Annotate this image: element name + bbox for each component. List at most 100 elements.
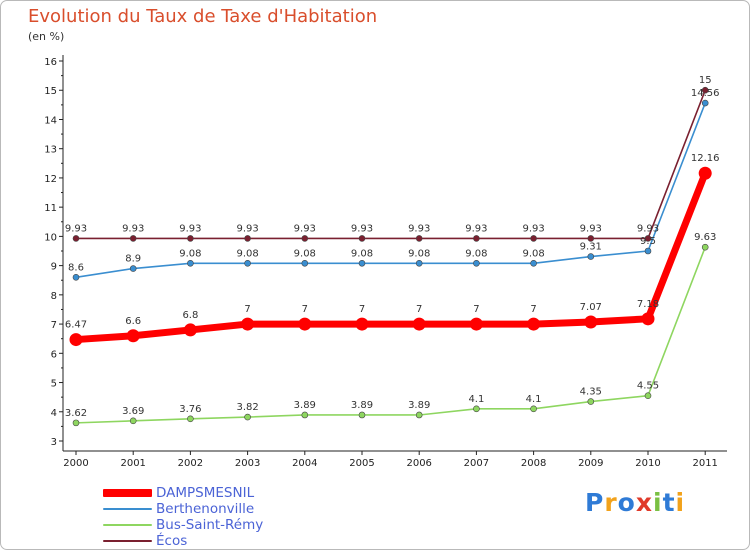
series-berthenonville xyxy=(72,99,709,281)
data-label: 9.93 xyxy=(236,223,258,234)
data-label: 9.93 xyxy=(408,223,430,234)
data-label: 3.89 xyxy=(294,400,316,411)
data-point xyxy=(701,243,709,251)
x-tick-label: 2004 xyxy=(292,458,317,469)
y-tick-label: 6 xyxy=(51,349,57,360)
data-label: 7 xyxy=(244,304,250,315)
data-point xyxy=(187,259,194,267)
y-tick-label: 15 xyxy=(44,86,57,97)
data-point xyxy=(530,405,537,413)
data-point xyxy=(72,274,80,281)
data-label: 6.6 xyxy=(125,316,141,327)
data-point xyxy=(698,166,712,180)
data-label: 7 xyxy=(473,304,479,315)
series-line xyxy=(75,102,706,279)
data-label: 9.93 xyxy=(122,223,144,234)
legend-label: DAMPSMESNIL xyxy=(156,485,255,501)
data-point xyxy=(473,259,480,267)
data-point xyxy=(473,235,480,242)
data-point xyxy=(530,259,537,267)
data-point xyxy=(244,259,251,267)
y-tick-label: 13 xyxy=(44,145,57,156)
data-label: 4.1 xyxy=(468,394,484,405)
data-point xyxy=(587,253,595,260)
logo-letter: i xyxy=(675,488,686,517)
logo-letter: i xyxy=(653,488,663,517)
data-label: 3.76 xyxy=(179,404,201,415)
logo-letter: t xyxy=(662,488,676,517)
data-point xyxy=(301,235,309,242)
x-tick-label: 2010 xyxy=(635,458,660,469)
data-label: 9.08 xyxy=(294,248,316,259)
data-point xyxy=(69,333,83,347)
data-label: 9.93 xyxy=(637,223,659,234)
y-tick-label: 14 xyxy=(44,115,57,126)
x-tick-label: 2000 xyxy=(63,458,88,469)
x-tick-label: 2011 xyxy=(692,458,717,469)
y-tick-label: 9 xyxy=(51,262,57,273)
data-point xyxy=(587,398,595,405)
data-label: 3.82 xyxy=(236,402,258,413)
data-point xyxy=(126,329,140,343)
series-line xyxy=(75,171,709,344)
y-tick-label: 16 xyxy=(44,57,57,68)
data-point xyxy=(187,415,194,423)
data-point xyxy=(301,259,309,267)
data-label: 6.47 xyxy=(65,320,87,331)
data-label: 9.93 xyxy=(351,223,373,234)
data-point xyxy=(301,411,309,419)
data-point xyxy=(358,259,366,267)
x-tick-label: 2005 xyxy=(349,458,374,469)
data-point xyxy=(72,235,80,242)
data-point xyxy=(129,265,137,272)
data-label: 9.08 xyxy=(236,248,258,259)
data-point xyxy=(129,235,137,242)
data-label: 9.31 xyxy=(580,242,602,253)
y-tick-label: 11 xyxy=(44,203,57,214)
data-label: 7 xyxy=(302,304,308,315)
data-point xyxy=(701,99,709,107)
data-point xyxy=(412,317,426,331)
data-label: 7.18 xyxy=(637,299,659,310)
data-label: 3.69 xyxy=(122,406,144,417)
logo-letter: o xyxy=(617,488,636,517)
y-tick-label: 10 xyxy=(44,232,57,243)
data-point xyxy=(183,323,197,337)
data-label: 6.8 xyxy=(182,310,198,321)
y-tick-label: 8 xyxy=(51,291,57,302)
x-tick-label: 2001 xyxy=(120,458,145,469)
data-label: 7.07 xyxy=(580,302,602,313)
x-tick-label: 2002 xyxy=(178,458,203,469)
y-tick-label: 3 xyxy=(51,437,57,448)
chart-unit: (en %) xyxy=(28,30,65,43)
data-label: 8.6 xyxy=(68,262,84,273)
data-point xyxy=(644,392,652,399)
data-point xyxy=(584,315,598,329)
x-tick-label: 2009 xyxy=(578,458,603,469)
data-point xyxy=(358,411,366,419)
data-label: 3.89 xyxy=(351,400,373,411)
data-label: 9.63 xyxy=(694,232,716,243)
logo-letter: r xyxy=(604,488,618,517)
data-label: 7 xyxy=(416,304,422,315)
data-label: 7 xyxy=(530,304,536,315)
data-point xyxy=(72,419,80,427)
data-point xyxy=(298,317,312,331)
data-point xyxy=(415,411,423,419)
series-bus-saint-r-my xyxy=(72,243,709,427)
data-label: 9.93 xyxy=(465,223,487,234)
x-tick-label: 2006 xyxy=(406,458,431,469)
legend-label: Berthenonville xyxy=(156,501,255,517)
data-label: 3.62 xyxy=(65,408,87,419)
data-label: 14.56 xyxy=(691,88,720,99)
data-point xyxy=(530,235,537,242)
chart-title: Evolution du Taux de Taxe d'Habitation xyxy=(28,6,378,27)
legend-swatch xyxy=(103,524,152,526)
data-label: 9.93 xyxy=(65,223,87,234)
legend-swatch xyxy=(103,489,152,497)
y-tick-label: 4 xyxy=(51,408,57,419)
data-point xyxy=(641,312,655,326)
data-label: 12.16 xyxy=(691,153,720,164)
